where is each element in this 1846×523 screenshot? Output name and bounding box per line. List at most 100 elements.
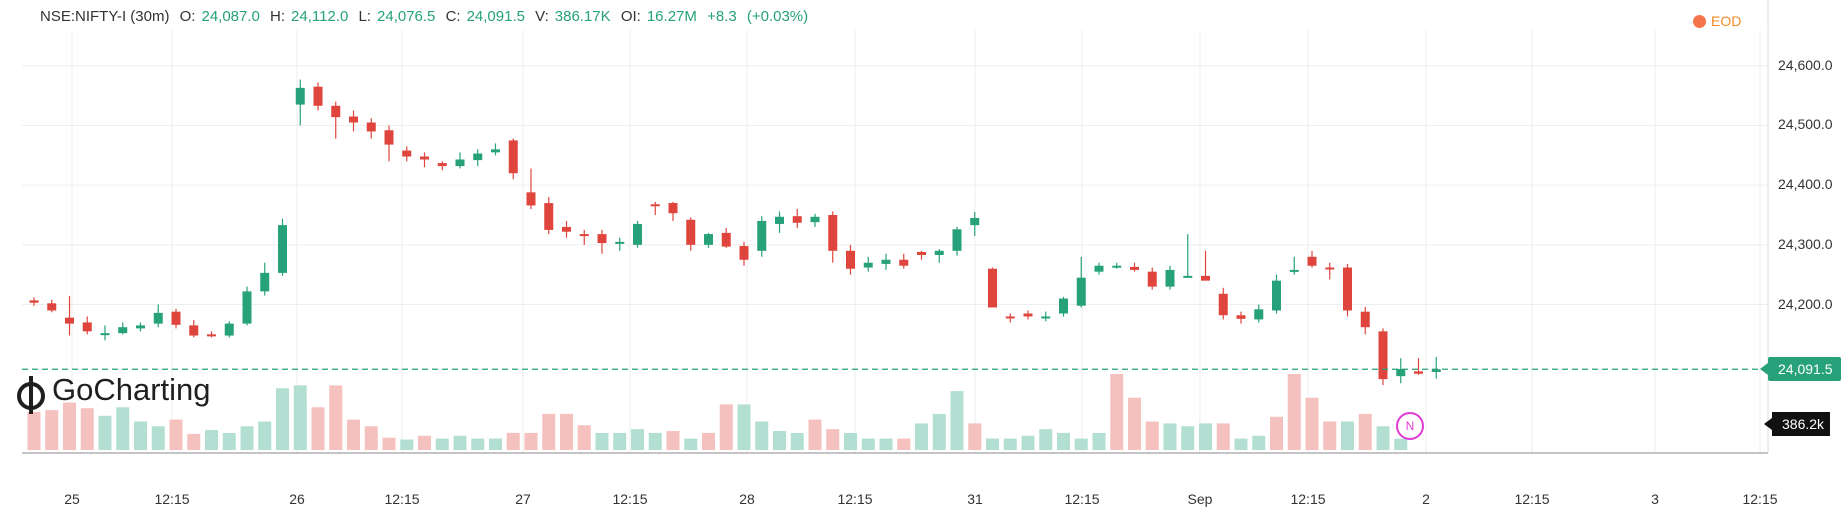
candle-body	[260, 272, 270, 292]
volume-bar	[968, 423, 982, 450]
candle-body	[526, 192, 536, 206]
candle-body	[1201, 275, 1210, 281]
volume-bar	[1252, 435, 1266, 450]
volume-bar	[844, 432, 857, 450]
low-label: L:	[358, 8, 372, 25]
candle-body	[1236, 315, 1246, 319]
high-value: 24,112.0	[291, 8, 349, 25]
volume-bar	[1163, 423, 1177, 450]
volume-bar	[773, 431, 786, 450]
x-tick-label: 12:15	[1064, 491, 1100, 507]
volume-bar	[1128, 397, 1141, 450]
candle-body	[153, 312, 163, 324]
candle-body	[295, 87, 305, 105]
news-badge[interactable]: N	[1396, 412, 1424, 440]
volume-bar	[240, 426, 254, 450]
volume-label: V:	[535, 8, 549, 25]
x-tick-label: 12:15	[1290, 491, 1326, 507]
volume-bar	[560, 413, 573, 450]
candle-body	[473, 153, 483, 161]
high-label: H:	[270, 8, 286, 25]
candle-body	[1307, 256, 1317, 266]
volume-bar	[1270, 416, 1283, 450]
candle-body	[721, 232, 731, 247]
candle-body	[349, 116, 358, 123]
candle-body	[313, 86, 323, 106]
candle-body	[1343, 267, 1352, 311]
candle-body	[970, 217, 980, 226]
eod-button[interactable]: EOD	[1693, 13, 1741, 29]
volume-bar	[471, 438, 485, 450]
volume-bar	[169, 419, 183, 450]
volume-bar	[1287, 374, 1301, 450]
candle-body	[47, 303, 57, 311]
volume-bar	[151, 426, 165, 450]
volume-bar	[400, 439, 414, 450]
x-tick-label: 12:15	[612, 491, 648, 507]
candle-body	[597, 234, 607, 244]
volume-bar	[1376, 426, 1390, 450]
x-tick-label: 12:15	[837, 491, 873, 507]
volume-bar	[986, 438, 999, 450]
volume-bar	[684, 438, 698, 450]
close-value: 24,091.5	[466, 8, 525, 25]
candle-body	[988, 268, 997, 308]
candle-body	[1112, 265, 1122, 268]
volume-bar	[932, 413, 946, 450]
volume-bar	[293, 385, 307, 450]
oi-label: OI:	[620, 8, 641, 25]
candle-body	[1414, 371, 1423, 374]
ohlc-header: NSE:NIFTY-I (30m) O: 24,087.0 H: 24,112.0 …	[40, 8, 814, 25]
x-tick-label: 28	[739, 491, 755, 507]
candle-body	[1041, 316, 1051, 319]
candle-body	[65, 317, 74, 324]
x-tick-label: 12:15	[154, 491, 190, 507]
volume-bar	[826, 429, 840, 450]
candle-body	[136, 325, 145, 329]
volume-bar	[506, 432, 520, 450]
candle-body	[899, 259, 909, 266]
y-tick-label: 24,200.0	[1778, 295, 1833, 312]
volume-bar	[489, 438, 502, 450]
candle-body	[1059, 298, 1068, 314]
candle-body	[934, 250, 944, 255]
symbol-label: NSE:NIFTY-I (30m)	[40, 8, 170, 25]
volume-bar	[1003, 438, 1017, 450]
volume-bar	[1305, 397, 1319, 450]
x-tick-label: 27	[515, 491, 531, 507]
volume-bar	[737, 404, 751, 450]
volume-bar	[879, 438, 893, 450]
candle-body	[757, 220, 767, 251]
candle-body	[1218, 293, 1228, 316]
volume-bar	[595, 432, 609, 450]
x-tick-label: 12:15	[1514, 491, 1550, 507]
candle-body	[1254, 309, 1264, 320]
volume-bar	[418, 435, 431, 450]
y-tick-label: 24,300.0	[1778, 235, 1833, 252]
volume-bar	[1341, 421, 1354, 450]
volume-bar	[755, 421, 769, 450]
candle-body	[1378, 331, 1388, 380]
volume-bar	[1234, 438, 1248, 450]
volume-bar	[134, 421, 147, 450]
volume-bar	[63, 402, 76, 450]
candle-body	[242, 291, 252, 324]
candle-body	[917, 252, 926, 255]
volume-bar	[98, 415, 112, 450]
volume-bar	[116, 407, 130, 450]
volume-bar	[1394, 438, 1408, 450]
volume-bar	[1216, 423, 1230, 450]
volume-bar	[1092, 432, 1106, 450]
candle-body	[189, 325, 199, 336]
status-dot-icon	[1693, 15, 1706, 28]
volume-bar	[276, 388, 289, 450]
volume-bar	[1021, 435, 1035, 450]
candle-body	[739, 246, 749, 260]
candle-body	[171, 311, 181, 325]
x-tick-label: 12:15	[1742, 491, 1778, 507]
candle-body	[1431, 369, 1441, 372]
candle-body	[686, 219, 696, 245]
volume-bar	[702, 432, 715, 450]
candle-body	[863, 262, 873, 268]
